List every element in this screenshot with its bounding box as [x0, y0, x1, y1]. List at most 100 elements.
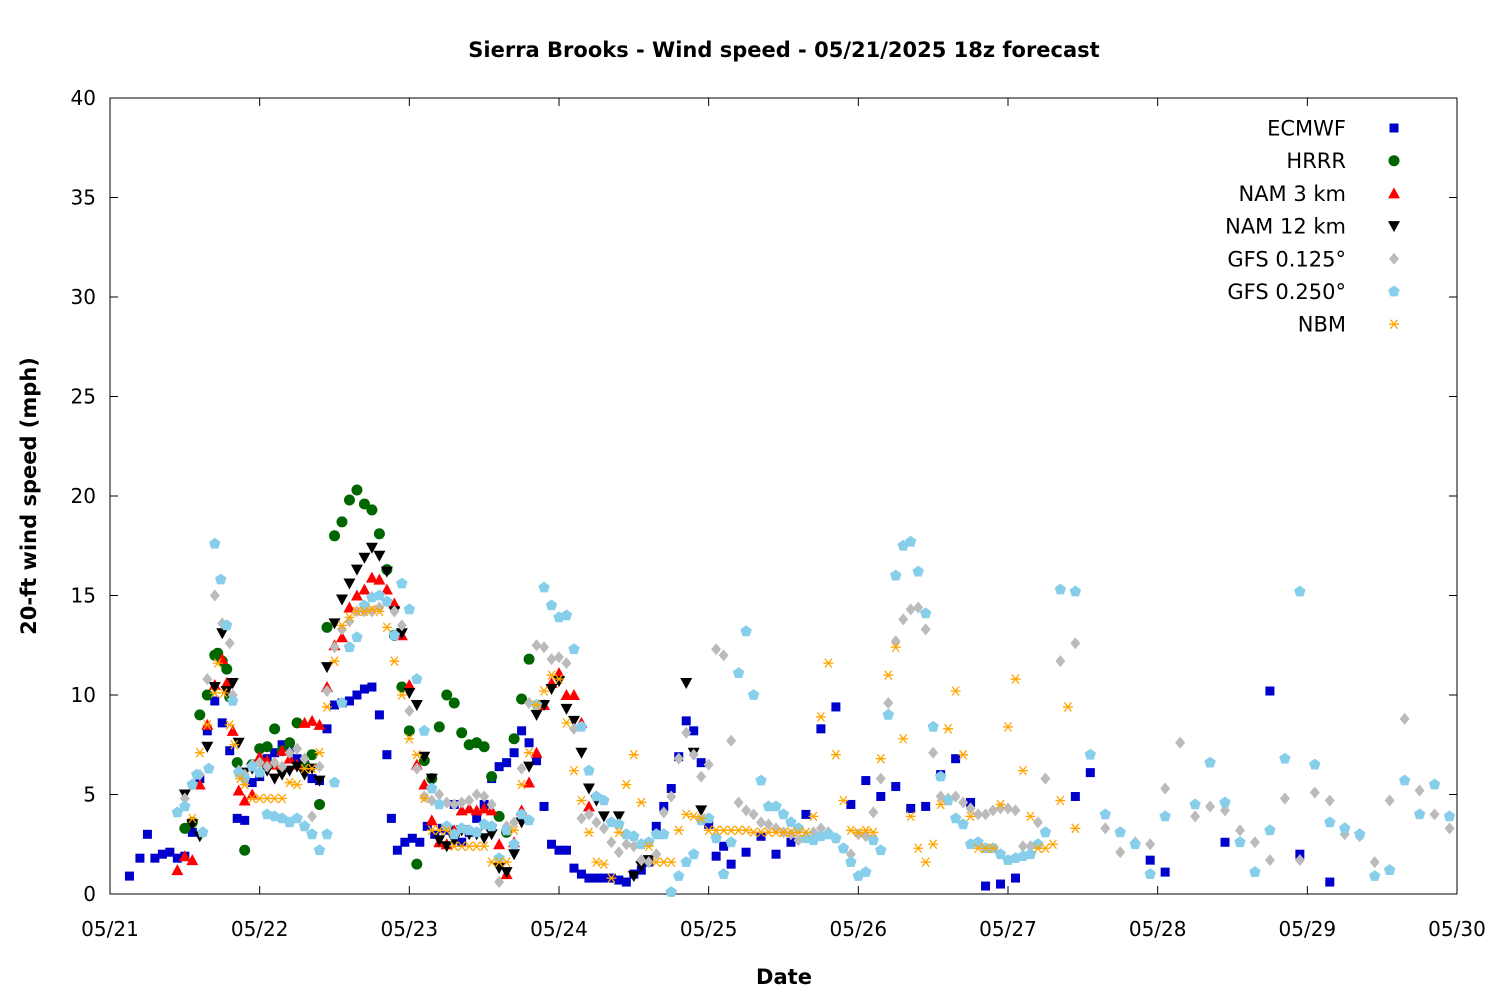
data-point [216, 628, 229, 640]
data-point [898, 613, 909, 626]
data-point [247, 778, 257, 788]
data-point [448, 828, 460, 840]
data-point [823, 658, 834, 669]
data-point [635, 861, 648, 873]
data-point [329, 641, 340, 654]
data-point [374, 710, 384, 720]
data-point [270, 748, 280, 758]
data-point [756, 816, 767, 829]
data-point [1369, 870, 1381, 881]
data-point [531, 700, 542, 710]
data-point [711, 643, 722, 656]
data-point [208, 682, 221, 694]
data-point [322, 685, 333, 698]
data-point [696, 770, 707, 783]
data-point [386, 813, 396, 823]
data-point [359, 606, 370, 617]
data-point [561, 845, 571, 855]
data-point [868, 827, 879, 838]
data-point [322, 702, 333, 712]
data-point [509, 748, 519, 758]
data-point [1413, 808, 1426, 820]
data-point [621, 838, 632, 851]
data-point [568, 765, 579, 776]
data-point [732, 667, 745, 678]
data-point [890, 569, 902, 581]
data-point [808, 811, 819, 822]
legend-label: ECMWF [1267, 117, 1346, 141]
data-point [643, 836, 655, 848]
data-point [433, 721, 445, 733]
data-point [1145, 855, 1155, 865]
data-point [523, 653, 535, 665]
data-point [373, 550, 386, 562]
data-point [583, 764, 595, 776]
legend-marker [1388, 285, 1400, 297]
data-point [515, 808, 528, 820]
data-point [950, 686, 961, 696]
data-point [890, 642, 901, 653]
data-point [927, 720, 939, 732]
data-point [1294, 585, 1306, 597]
data-point [374, 606, 385, 617]
data-point [539, 801, 549, 811]
y-axis-label: 20-ft wind speed (mph) [17, 357, 41, 635]
data-point [1234, 836, 1246, 848]
data-point [335, 631, 348, 643]
data-point [598, 859, 609, 870]
data-point [516, 762, 527, 775]
data-point [411, 749, 422, 760]
data-point [576, 869, 586, 879]
data-point [284, 737, 296, 749]
data-point [666, 790, 677, 803]
data-point [861, 776, 871, 786]
data-point [433, 835, 446, 847]
data-point [673, 752, 684, 765]
data-point [1399, 712, 1410, 725]
data-point [172, 853, 182, 863]
data-point [407, 833, 417, 843]
data-point [554, 674, 564, 684]
data-point [561, 717, 572, 728]
data-point [226, 678, 239, 690]
data-point [591, 816, 602, 829]
data-point [314, 760, 325, 773]
data-point [681, 809, 692, 820]
data-point [666, 784, 676, 794]
data-point [202, 719, 213, 730]
data-point [463, 802, 476, 814]
data-point [853, 827, 864, 838]
data-point [613, 827, 624, 838]
data-point [696, 813, 707, 824]
data-point [719, 841, 729, 851]
x-tick-label: 05/28 [1129, 917, 1187, 941]
data-point [568, 643, 580, 655]
data-point [238, 794, 251, 806]
data-point [1055, 795, 1066, 806]
data-point [1114, 826, 1126, 838]
data-point [179, 792, 190, 805]
data-point [396, 619, 407, 632]
data-point [508, 849, 521, 861]
data-point [212, 658, 223, 669]
data-point [165, 847, 175, 857]
data-point [471, 788, 482, 801]
data-point [1070, 823, 1081, 834]
x-axis-label: Date [756, 965, 812, 989]
data-point [567, 715, 580, 727]
data-point [277, 760, 288, 773]
data-point [988, 843, 999, 854]
data-point [389, 656, 400, 667]
data-point [382, 750, 392, 760]
data-point [493, 852, 505, 863]
data-point [229, 739, 240, 750]
data-point [1003, 802, 1013, 815]
data-point [1160, 782, 1171, 795]
data-point [344, 696, 354, 706]
data-point [560, 703, 573, 715]
data-point [456, 727, 468, 739]
data-point [539, 641, 550, 654]
data-point [246, 760, 258, 772]
series-nam-3-km [171, 571, 595, 880]
data-point [215, 573, 227, 585]
